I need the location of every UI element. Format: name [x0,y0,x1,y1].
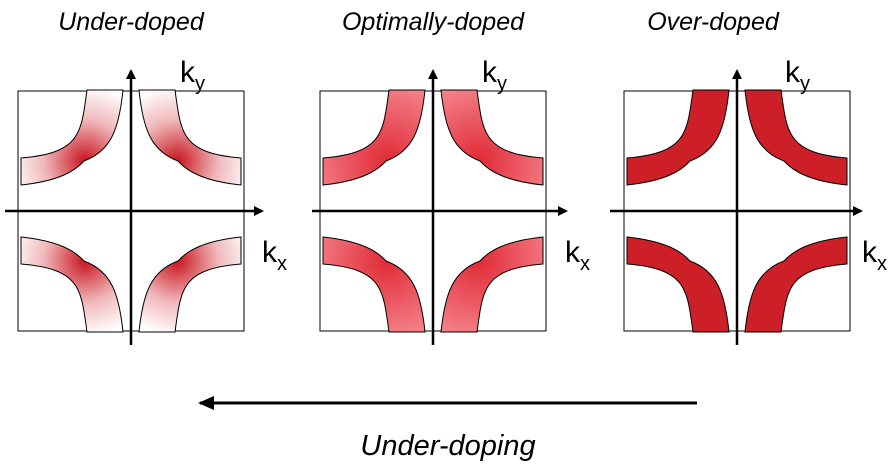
panel: Over-doped ky kx [610,8,887,345]
sub: x [580,253,590,275]
fermi-lobe [138,236,242,333]
panel-title: Optimally-doped [342,8,525,36]
ky-label: ky [785,56,810,95]
fermi-lobe [20,236,124,333]
fermi-lobe [626,89,730,186]
kx-label: kx [862,236,887,275]
fermi-lobe [440,89,544,186]
panel-graphic [312,69,568,345]
panel: Optimally-doped ky kx [312,8,590,345]
kx-label: kx [565,236,590,275]
k: k [180,56,196,89]
k: k [862,236,878,269]
kx-label: kx [262,236,287,275]
fermi-lobe [440,236,544,333]
sub: x [877,253,887,275]
panel-title: Under-doped [58,8,205,36]
fermi-lobe [322,89,426,186]
panel-graphic [5,69,264,345]
arrow-label: Under-doping [360,430,535,462]
fermi-lobe [20,89,124,186]
sub: y [497,73,507,95]
panel-graphic [610,69,863,345]
k: k [565,236,581,269]
fermi-lobe [744,89,848,186]
k: k [262,236,278,269]
fermi-lobe [322,236,426,333]
sub: y [800,73,810,95]
sub: x [277,253,287,275]
ky-label: ky [180,56,205,95]
k: k [482,56,498,89]
k: k [785,56,801,89]
sub: y [195,73,205,95]
ky-label: ky [482,56,507,95]
fermi-lobe [744,236,848,333]
panel: Under-doped ky kx [5,8,287,345]
fermi-lobe [626,236,730,333]
fermi-lobe [138,89,242,186]
panel-title: Over-doped [647,8,780,36]
